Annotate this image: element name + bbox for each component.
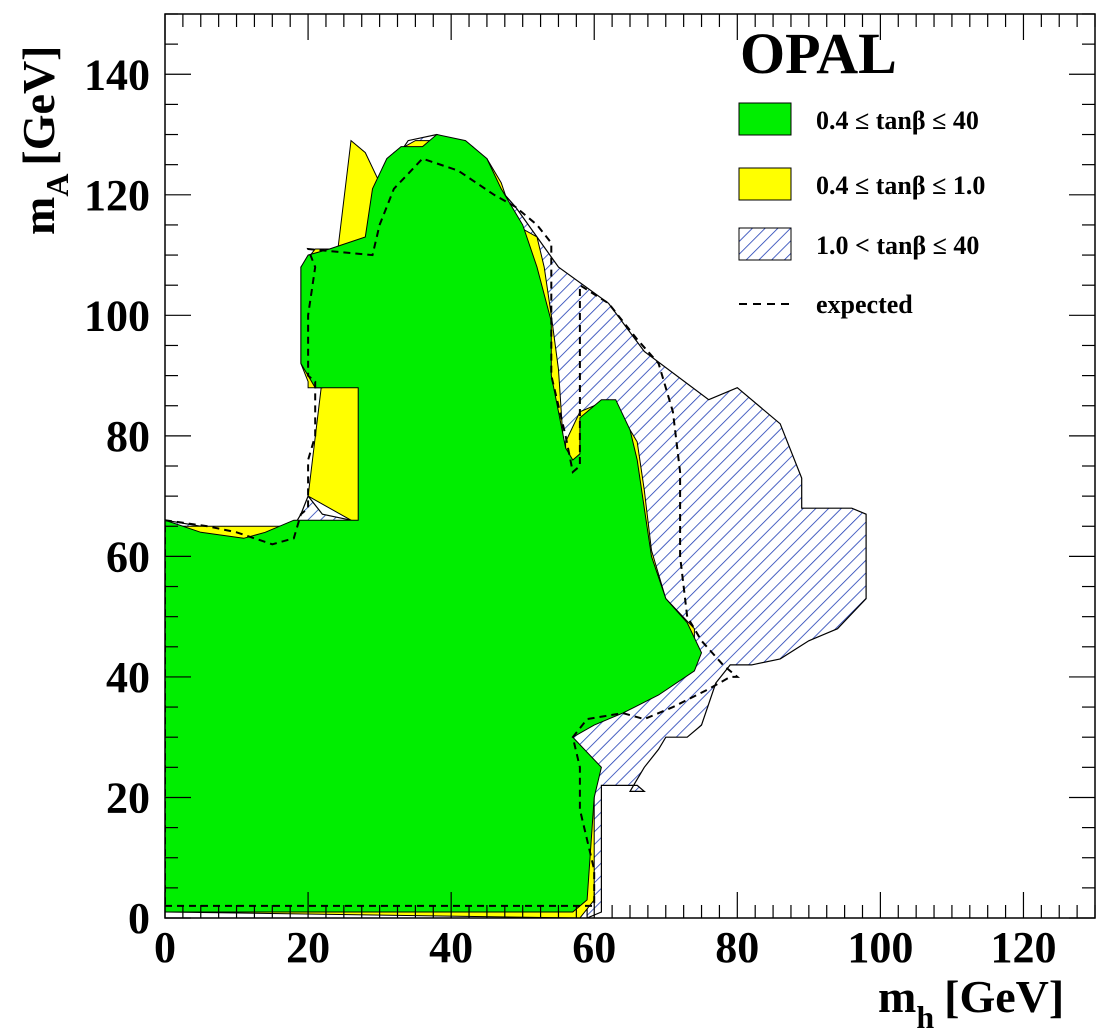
y-axis-sub: A [39, 174, 75, 197]
x-tick-label: 80 [715, 923, 759, 972]
y-tick-label: 60 [106, 532, 150, 581]
y-tick-label: 100 [84, 291, 150, 340]
x-tick-label: 40 [429, 923, 473, 972]
y-axis-unit: [GeV] [13, 46, 64, 166]
legend-label: expected [816, 290, 913, 319]
legend-label: 0.4 ≤ tanβ ≤ 40 [816, 106, 979, 135]
axis-ticks [164, 13, 1096, 919]
y-tick-label: 0 [128, 894, 150, 943]
x-axis-label: m [878, 971, 916, 1022]
region-0-4-tan-40 [165, 133, 703, 913]
legend: 0.4 ≤ tanβ ≤ 40 0.4 ≤ tanβ ≤ 1.0 1.0 < tan… [738, 102, 985, 319]
legend-label: 0.4 ≤ tanβ ≤ 1.0 [816, 171, 985, 200]
y-axis-title: mA [GeV] [13, 46, 75, 236]
x-tick-label: 120 [990, 923, 1056, 972]
region-expected-contour [165, 157, 741, 907]
x-axis-sub: h [916, 999, 934, 1035]
y-tick-label: 20 [106, 773, 150, 822]
x-tick-label: 0 [154, 923, 176, 972]
tick-labels: 0 20 40 60 80 100 120 0 20 40 60 80 100 120 140 [84, 50, 1056, 972]
y-tick-label: 120 [84, 171, 150, 220]
x-axis-unit: [GeV] [944, 971, 1064, 1022]
legend-swatch [738, 227, 792, 261]
x-axis-title: mh [GeV] [878, 971, 1064, 1035]
y-axis-label: m [13, 197, 64, 235]
legend-swatch [738, 167, 792, 201]
y-tick-label: 40 [106, 653, 150, 702]
y-tick-label: 140 [84, 50, 150, 99]
x-tick-label: 60 [572, 923, 616, 972]
x-tick-label: 100 [847, 923, 913, 972]
legend-swatch [738, 102, 792, 136]
chart-title: OPAL [740, 21, 897, 86]
x-tick-label: 20 [286, 923, 330, 972]
exclusion-regions [165, 133, 867, 918]
y-tick-label: 80 [106, 412, 150, 461]
legend-label: 1.0 < tanβ ≤ 40 [816, 231, 979, 260]
